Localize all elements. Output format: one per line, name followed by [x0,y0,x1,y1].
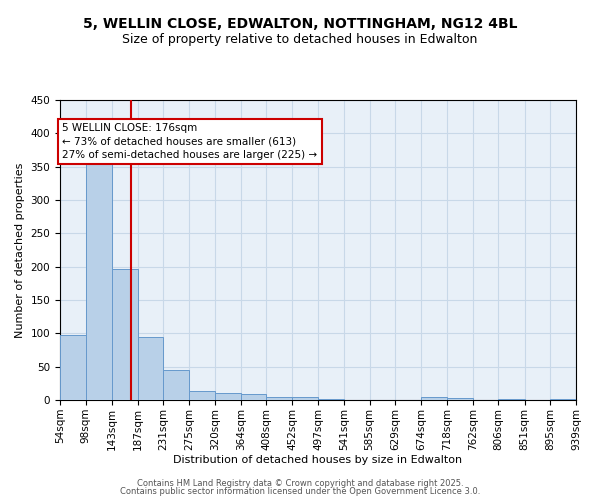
Text: 5 WELLIN CLOSE: 176sqm
← 73% of detached houses are smaller (613)
27% of semi-de: 5 WELLIN CLOSE: 176sqm ← 73% of detached… [62,124,317,160]
Text: Size of property relative to detached houses in Edwalton: Size of property relative to detached ho… [122,32,478,46]
X-axis label: Distribution of detached houses by size in Edwalton: Distribution of detached houses by size … [173,456,463,466]
Text: Contains HM Land Registry data © Crown copyright and database right 2025.: Contains HM Land Registry data © Crown c… [137,478,463,488]
Text: Contains public sector information licensed under the Open Government Licence 3.: Contains public sector information licen… [120,487,480,496]
Bar [60,334,86,400]
Bar [163,370,189,400]
Bar [292,396,318,400]
Bar [266,396,292,400]
Y-axis label: Number of detached properties: Number of detached properties [15,162,25,338]
Bar [241,394,266,400]
Bar [137,338,163,400]
Bar [447,398,473,400]
Bar [499,398,524,400]
Bar [189,390,215,400]
Bar [112,268,137,400]
Bar [215,394,241,400]
Bar [86,158,112,400]
Bar [550,398,576,400]
Bar [421,398,447,400]
Bar [318,398,344,400]
Text: 5, WELLIN CLOSE, EDWALTON, NOTTINGHAM, NG12 4BL: 5, WELLIN CLOSE, EDWALTON, NOTTINGHAM, N… [83,18,517,32]
